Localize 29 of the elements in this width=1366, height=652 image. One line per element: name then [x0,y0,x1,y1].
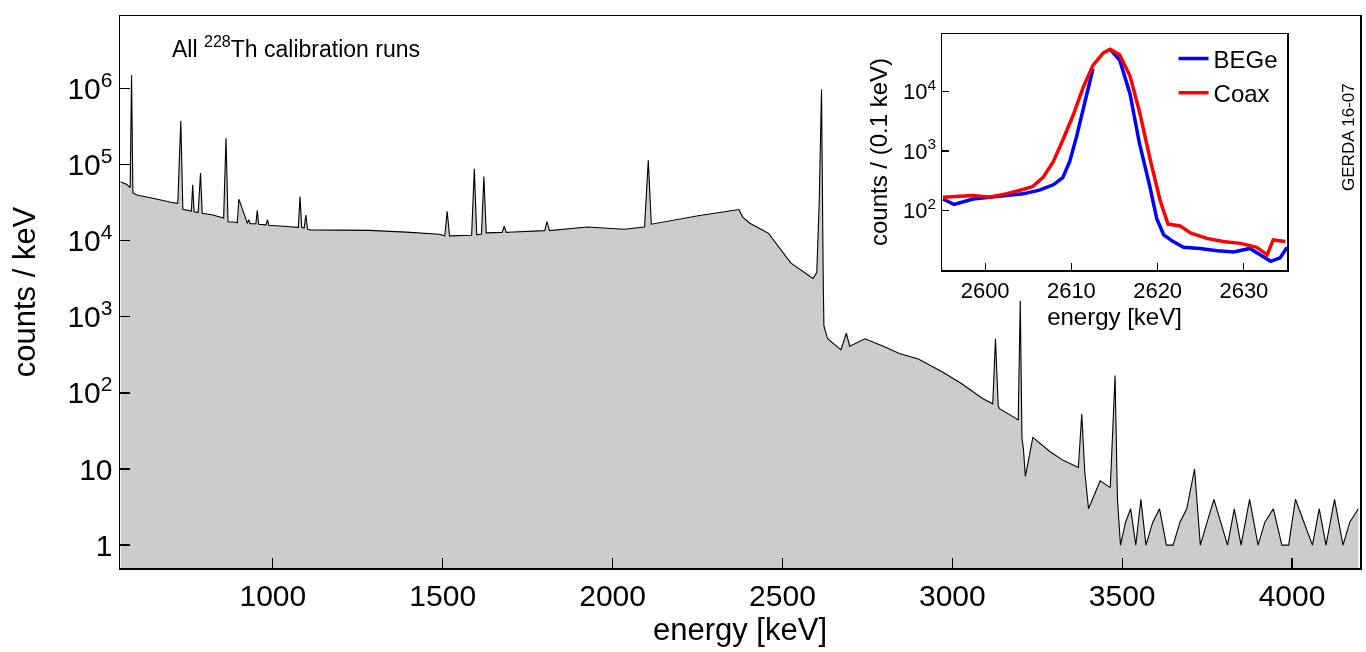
x-tick-label: 3000 [918,578,986,612]
x-tick-label: 4000 [1258,578,1326,612]
y-tick-label: 10$^{6}$ [67,67,113,106]
y-tick-label: 10$^{3}$ [903,135,937,164]
y-tick-label: 10$^{4}$ [67,219,113,258]
x-tick-label: 2610 [1046,277,1096,303]
x-tick-label: 1000 [239,578,307,612]
legend-label: BEGe [1213,45,1278,73]
y-tick-label: 10$^{5}$ [67,143,113,182]
y-tick-label: 10 [79,452,113,486]
x-tick-label: 2500 [749,578,816,612]
y-tick-label: 1 [95,528,113,562]
y-tick-label: 10$^{2}$ [67,371,113,410]
annotation: All $^{228}$Th calibration runs [172,32,421,62]
y-axis-title: counts / keV [7,206,43,378]
x-tick-label: 2620 [1133,277,1183,303]
y-axis-title: counts / (0.1 keV) [865,57,893,247]
x-axis-title: energy [keV] [652,612,828,648]
y-tick-label: 10$^{3}$ [67,295,113,334]
x-tick-label: 1500 [409,578,477,612]
x-tick-label: 2630 [1219,277,1269,303]
x-tick-label: 3500 [1088,578,1156,612]
annotation: GERDA 16-07 [1339,83,1359,191]
y-tick-label: 10$^{4}$ [903,75,937,105]
x-tick-label: 2000 [579,578,646,612]
y-tick-label: 10$^{2}$ [903,194,937,224]
legend-label: Coax [1213,80,1270,108]
x-axis-title: energy [keV] [1047,302,1182,330]
x-tick-label: 2600 [960,277,1010,303]
